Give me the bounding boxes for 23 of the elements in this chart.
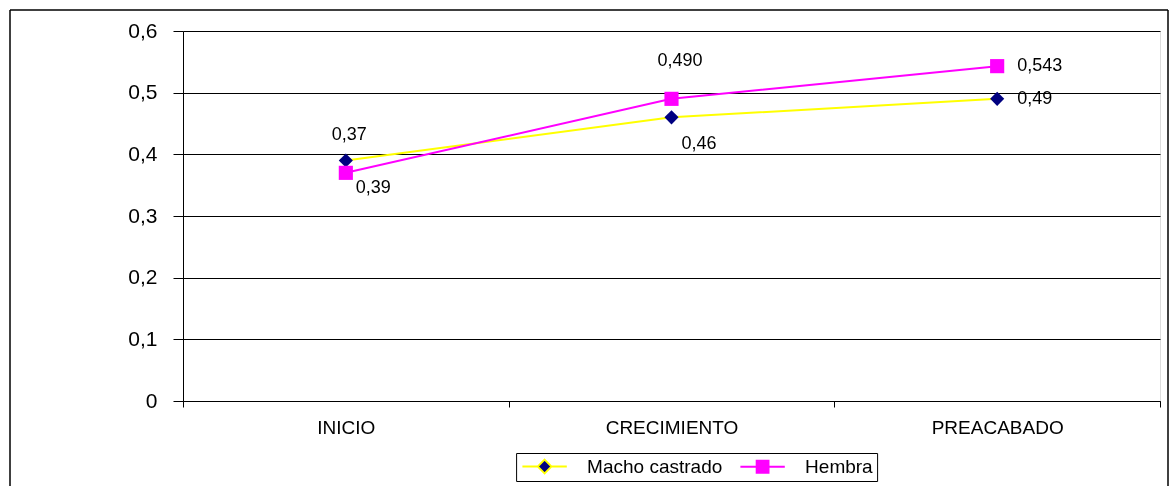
data-label: 0,39	[355, 176, 391, 197]
x-tick-label: PREACABADO	[931, 416, 1064, 438]
y-tick-label: 0,2	[128, 265, 158, 289]
data-label: 0,490	[657, 49, 703, 70]
legend-label: Hembra	[805, 455, 874, 477]
point	[338, 153, 353, 168]
point	[990, 91, 1005, 106]
x-tick-label: CRECIMIENTO	[605, 416, 739, 438]
point	[338, 165, 353, 180]
legend-label: Macho castrado	[587, 455, 723, 477]
point	[664, 91, 679, 106]
y-tick-label: 0	[145, 388, 158, 412]
y-tick-label: 0,1	[128, 326, 158, 350]
x-tick-label: INICIO	[317, 416, 376, 438]
y-tick-label: 0,6	[128, 18, 158, 42]
y-tick-label: 0,5	[128, 80, 158, 104]
data-label: 0,46	[681, 133, 717, 154]
data-label: 0,543	[1017, 55, 1063, 76]
y-tick-label: 0,4	[128, 141, 158, 165]
data-label: 0,37	[331, 123, 367, 144]
y-tick-label: 0,3	[128, 203, 158, 227]
point	[664, 110, 679, 125]
point	[990, 59, 1005, 74]
